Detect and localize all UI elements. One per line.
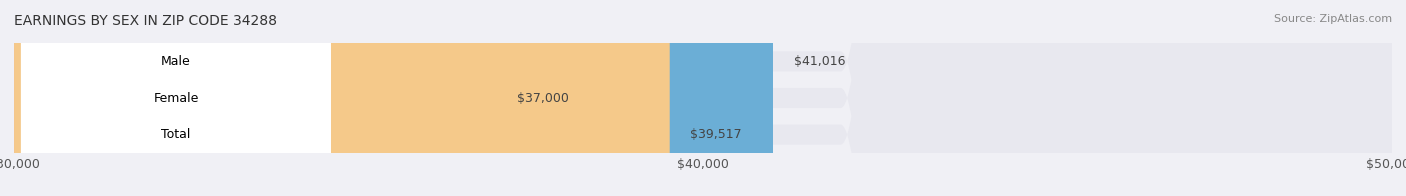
Text: $39,517: $39,517	[690, 128, 742, 141]
FancyBboxPatch shape	[21, 0, 330, 196]
FancyBboxPatch shape	[14, 0, 1392, 196]
FancyBboxPatch shape	[14, 0, 1392, 196]
Text: Male: Male	[162, 55, 191, 68]
Text: Total: Total	[162, 128, 191, 141]
Text: $41,016: $41,016	[793, 55, 845, 68]
Text: Female: Female	[153, 92, 198, 104]
FancyBboxPatch shape	[21, 0, 330, 196]
Text: $37,000: $37,000	[517, 92, 569, 104]
FancyBboxPatch shape	[14, 0, 669, 196]
FancyBboxPatch shape	[14, 0, 773, 196]
Text: Source: ZipAtlas.com: Source: ZipAtlas.com	[1274, 14, 1392, 24]
Text: EARNINGS BY SEX IN ZIP CODE 34288: EARNINGS BY SEX IN ZIP CODE 34288	[14, 14, 277, 28]
FancyBboxPatch shape	[21, 0, 330, 196]
FancyBboxPatch shape	[14, 0, 496, 196]
FancyBboxPatch shape	[14, 0, 1392, 196]
